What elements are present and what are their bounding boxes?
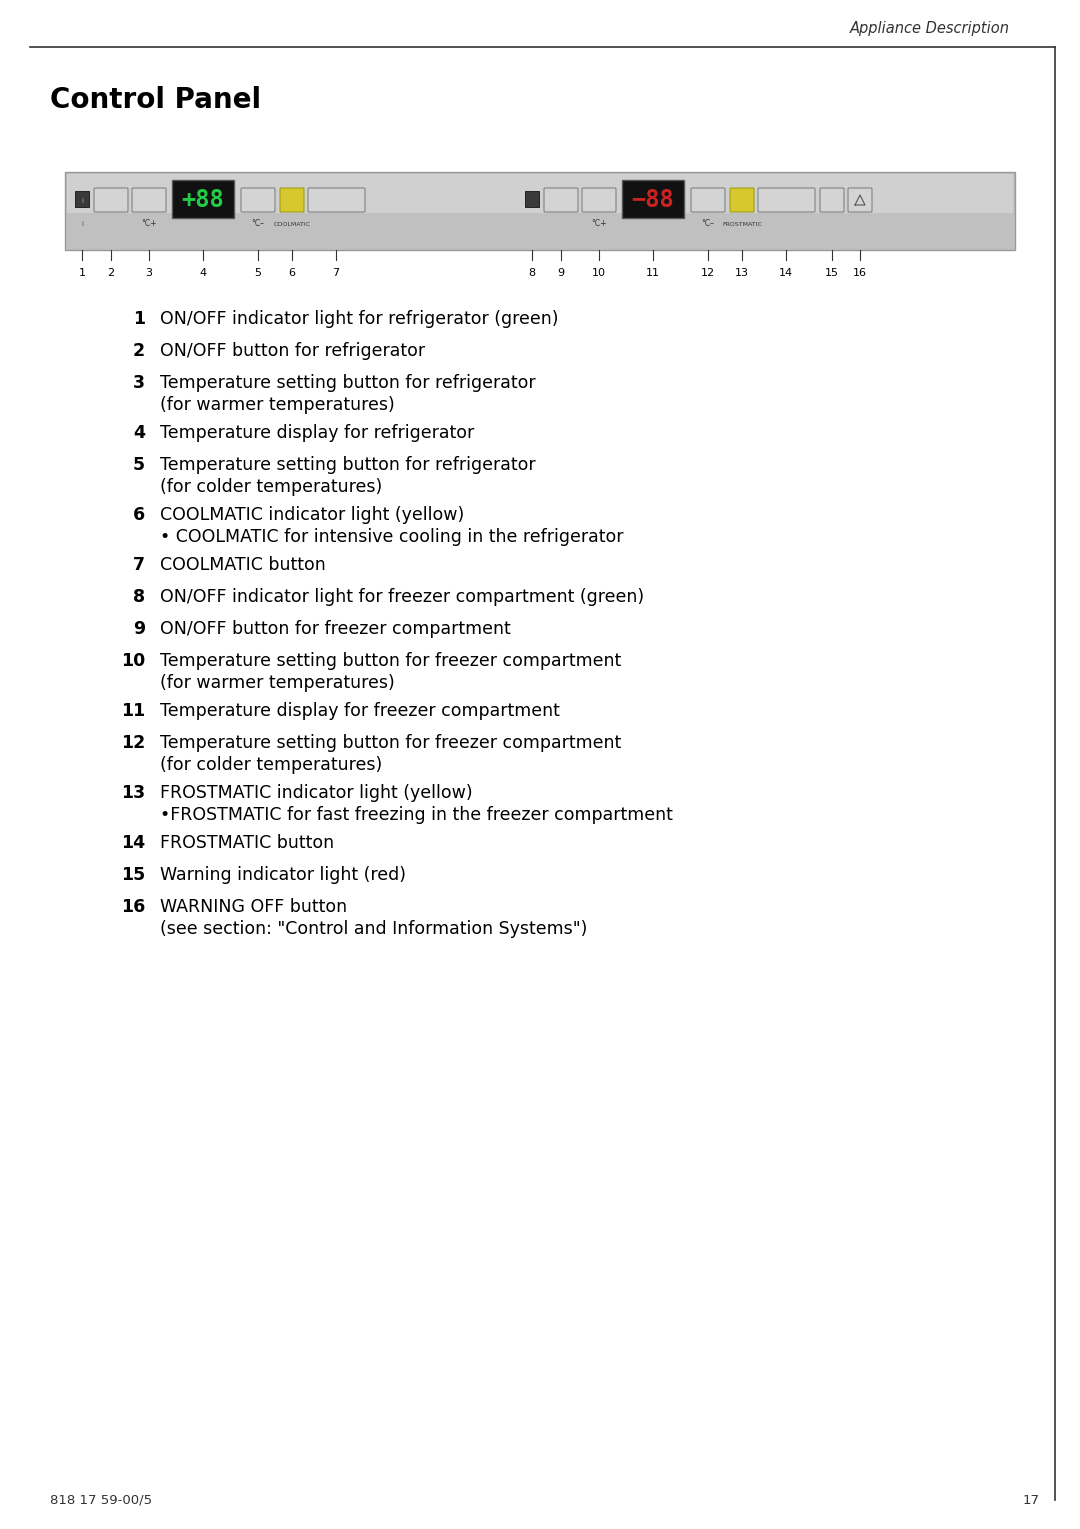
Text: °C+: °C+: [141, 220, 157, 228]
Text: COOLMATIC: COOLMATIC: [273, 222, 311, 226]
Text: 16: 16: [121, 898, 145, 916]
FancyBboxPatch shape: [308, 188, 365, 213]
Text: Temperature display for refrigerator: Temperature display for refrigerator: [160, 424, 474, 442]
Text: Appliance Description: Appliance Description: [850, 20, 1010, 35]
FancyBboxPatch shape: [758, 188, 815, 213]
FancyBboxPatch shape: [241, 188, 275, 213]
Text: 2: 2: [107, 268, 114, 278]
Text: 15: 15: [121, 865, 145, 884]
Text: i: i: [81, 222, 83, 226]
Bar: [622, 180, 684, 219]
FancyBboxPatch shape: [582, 188, 616, 213]
Text: 2: 2: [133, 342, 145, 359]
Text: 1: 1: [133, 310, 145, 329]
Text: ON/OFF indicator light for refrigerator (green): ON/OFF indicator light for refrigerator …: [160, 310, 558, 329]
Text: •FROSTMATIC for fast freezing in the freezer compartment: •FROSTMATIC for fast freezing in the fre…: [160, 806, 673, 824]
Text: FROSTMATIC indicator light (yellow): FROSTMATIC indicator light (yellow): [160, 784, 473, 803]
FancyBboxPatch shape: [730, 188, 754, 213]
Text: Temperature setting button for refrigerator: Temperature setting button for refrigera…: [160, 456, 536, 474]
Text: • COOLMATIC for intensive cooling in the refrigerator: • COOLMATIC for intensive cooling in the…: [160, 528, 623, 546]
Text: 10: 10: [121, 651, 145, 670]
Text: ON/OFF button for freezer compartment: ON/OFF button for freezer compartment: [160, 619, 511, 638]
Text: COOLMATIC button: COOLMATIC button: [160, 557, 326, 573]
Text: ON/OFF indicator light for freezer compartment (green): ON/OFF indicator light for freezer compa…: [160, 589, 644, 605]
Text: 17: 17: [1023, 1494, 1040, 1506]
Text: (see section: "Control and Information Systems"): (see section: "Control and Information S…: [160, 920, 588, 937]
Text: 8: 8: [133, 589, 145, 605]
Text: 5: 5: [133, 456, 145, 474]
Text: 9: 9: [557, 268, 565, 278]
Text: i: i: [81, 197, 83, 203]
Bar: [172, 180, 234, 219]
Text: 4: 4: [200, 268, 206, 278]
Text: (for warmer temperatures): (for warmer temperatures): [160, 396, 395, 414]
Bar: [75, 191, 89, 206]
Text: −88: −88: [632, 188, 674, 213]
Text: 6: 6: [288, 268, 296, 278]
Bar: [65, 171, 1015, 251]
FancyBboxPatch shape: [544, 188, 578, 213]
Text: 3: 3: [133, 375, 145, 391]
Text: 7: 7: [333, 268, 339, 278]
Text: 12: 12: [121, 734, 145, 752]
Text: 8: 8: [528, 268, 536, 278]
Text: FROSTMATIC: FROSTMATIC: [723, 222, 761, 226]
FancyBboxPatch shape: [820, 188, 843, 213]
Text: 13: 13: [735, 268, 750, 278]
Text: (for colder temperatures): (for colder temperatures): [160, 755, 382, 774]
Text: 6: 6: [133, 506, 145, 524]
Text: 13: 13: [121, 784, 145, 803]
Text: Temperature setting button for freezer compartment: Temperature setting button for freezer c…: [160, 651, 621, 670]
Text: 15: 15: [825, 268, 839, 278]
Text: (for warmer temperatures): (for warmer temperatures): [160, 674, 395, 693]
Text: 9: 9: [133, 619, 145, 638]
Text: COOLMATIC indicator light (yellow): COOLMATIC indicator light (yellow): [160, 506, 464, 524]
Text: Temperature setting button for freezer compartment: Temperature setting button for freezer c…: [160, 734, 621, 752]
Text: 5: 5: [255, 268, 261, 278]
Text: 7: 7: [133, 557, 145, 573]
FancyBboxPatch shape: [280, 188, 303, 213]
Text: 16: 16: [853, 268, 867, 278]
Text: 3: 3: [146, 268, 152, 278]
Text: 818 17 59-00/5: 818 17 59-00/5: [50, 1494, 152, 1506]
Text: 11: 11: [646, 268, 660, 278]
Text: ON/OFF button for refrigerator: ON/OFF button for refrigerator: [160, 342, 426, 359]
Text: 12: 12: [701, 268, 715, 278]
FancyBboxPatch shape: [132, 188, 166, 213]
Text: 11: 11: [121, 702, 145, 720]
Text: Control Panel: Control Panel: [50, 86, 261, 115]
Text: +88: +88: [181, 188, 225, 213]
Bar: [67, 174, 1013, 213]
Bar: [525, 191, 539, 206]
Text: (for colder temperatures): (for colder temperatures): [160, 479, 382, 495]
Text: 4: 4: [133, 424, 145, 442]
Text: WARNING OFF button: WARNING OFF button: [160, 898, 347, 916]
FancyBboxPatch shape: [848, 188, 872, 213]
Text: Warning indicator light (red): Warning indicator light (red): [160, 865, 406, 884]
Text: °C–: °C–: [702, 220, 715, 228]
Text: °C–: °C–: [252, 220, 265, 228]
Text: 14: 14: [121, 833, 145, 852]
Text: 10: 10: [592, 268, 606, 278]
Text: FROSTMATIC button: FROSTMATIC button: [160, 833, 334, 852]
Text: °C+: °C+: [591, 220, 607, 228]
FancyBboxPatch shape: [94, 188, 129, 213]
Text: 14: 14: [779, 268, 793, 278]
Text: Temperature display for freezer compartment: Temperature display for freezer compartm…: [160, 702, 559, 720]
Text: Temperature setting button for refrigerator: Temperature setting button for refrigera…: [160, 375, 536, 391]
Text: 1: 1: [79, 268, 85, 278]
FancyBboxPatch shape: [691, 188, 725, 213]
